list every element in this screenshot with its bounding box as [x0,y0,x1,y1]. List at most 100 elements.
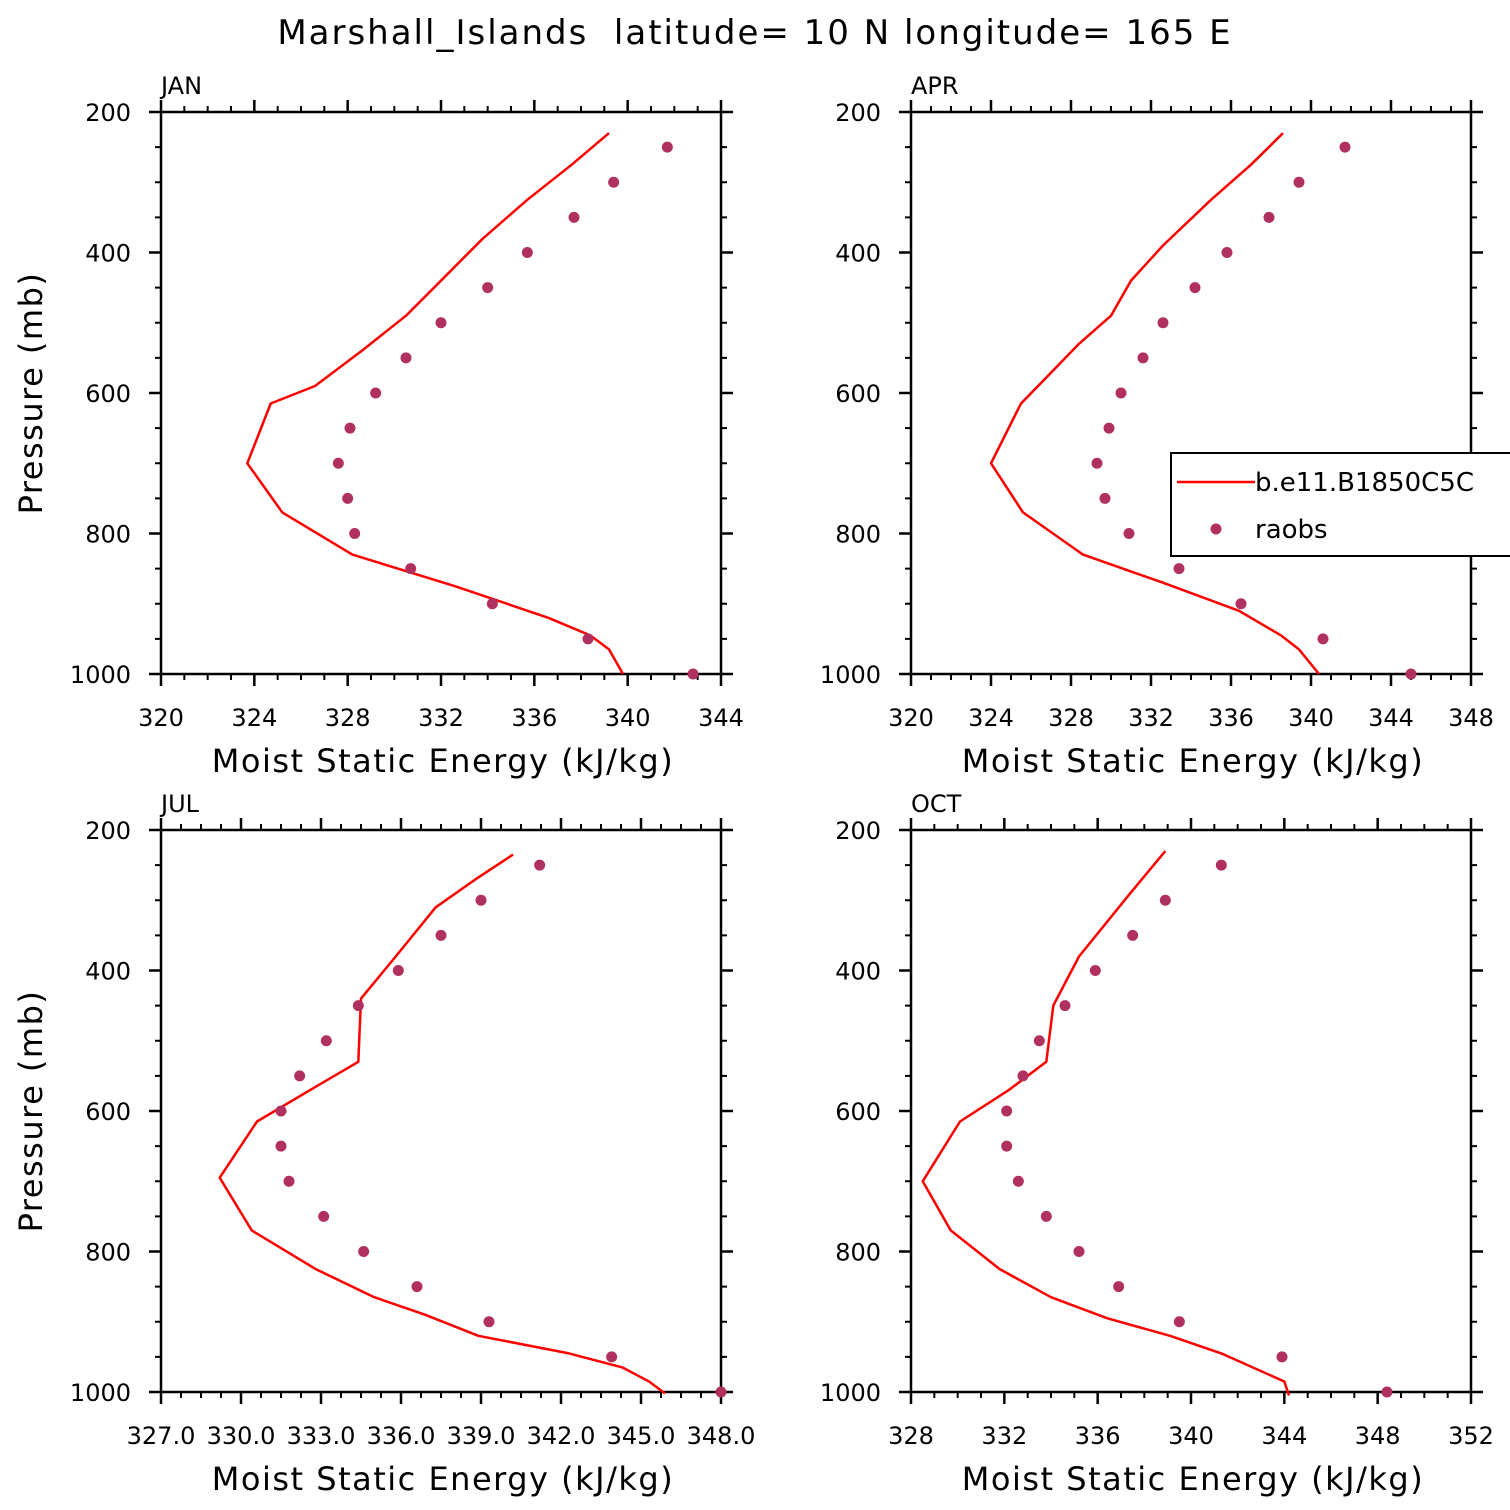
series-markers-raobs [1001,859,1393,1398]
x-tick-label: 336 [511,704,557,732]
y-tick-label: 1000 [820,661,881,689]
data-point-raobs [1127,929,1139,941]
data-point-raobs [482,282,494,294]
data-point-raobs [1113,1281,1125,1293]
series-markers-raobs [1091,141,1417,680]
data-point-raobs [1033,1035,1045,1047]
y-tick-label: 800 [835,1239,881,1267]
data-point-raobs [486,598,498,610]
panel-label: JAN [159,72,202,100]
data-point-raobs [435,929,447,941]
x-tick-label: 330.0 [207,1422,276,1450]
x-tick-label: 328 [1048,704,1094,732]
x-tick-label: 328 [325,704,371,732]
data-point-raobs [344,422,356,434]
plot-frame [159,828,723,1394]
data-point-raobs [715,1386,727,1398]
data-point-raobs [1073,1246,1085,1257]
data-point-raobs [1215,859,1227,871]
x-tick-label: 332 [418,704,464,732]
data-point-raobs [1405,668,1417,680]
data-point-raobs [661,141,673,153]
ticks [149,100,733,686]
y-tick-label: 800 [835,521,881,549]
panel-label: APR [911,72,959,100]
series-line-model [246,132,625,675]
x-tick-label: 324 [968,704,1014,732]
y-tick-label: 600 [85,380,131,408]
ticks [149,818,733,1404]
data-point-raobs [1001,1105,1013,1117]
y-tick-label: 1000 [820,1379,881,1407]
data-point-raobs [1293,176,1305,188]
x-tick-label: 352 [1448,1422,1494,1450]
series-line-model [921,850,1291,1396]
data-point-raobs [411,1281,423,1293]
data-point-raobs [1276,1351,1288,1363]
y-tick-label: 200 [835,99,881,127]
data-point-raobs [283,1175,295,1187]
ticks [899,818,1483,1404]
y-tick-label: 200 [85,99,131,127]
data-point-raobs [275,1105,287,1117]
series-markers-raobs [275,859,727,1398]
x-tick-label: 344 [1261,1422,1307,1450]
data-point-raobs [1173,1316,1185,1328]
x-tick-label: 332 [981,1422,1027,1450]
data-point-raobs [1381,1386,1393,1398]
data-point-raobs [687,668,699,680]
data-point-raobs [1099,492,1111,504]
plot-frame [159,110,723,676]
plot-frame [909,110,1473,676]
data-point-raobs [405,563,417,575]
data-point-raobs [349,528,361,539]
x-tick-label: 328 [888,1422,934,1450]
data-point-raobs [568,211,580,223]
data-point-raobs [1123,528,1135,539]
x-axis-label: Moist Static Energy (kJ/kg) [212,1460,674,1498]
data-point-raobs [521,247,533,258]
data-point-raobs [1017,1070,1029,1082]
data-point-raobs [1137,352,1149,364]
data-point-raobs [1173,563,1185,575]
x-tick-label: 340 [1288,704,1334,732]
x-tick-label: 348 [1355,1422,1401,1450]
y-tick-label: 200 [85,817,131,845]
x-tick-label: 339.0 [447,1422,516,1450]
x-tick-label: 332 [1128,704,1174,732]
data-point-raobs [392,965,404,976]
y-tick-label: 400 [835,240,881,268]
data-point-raobs [332,457,344,469]
legend-box [1170,452,1510,557]
data-point-raobs [606,1351,618,1363]
panel-label: OCT [911,790,962,818]
series-line-model [989,132,1320,675]
series-line-model [218,853,666,1395]
x-tick-label: 348.0 [687,1422,756,1450]
panel-jan: JAN 320 324 328 332 336 340 344 200 400 600 800 1000… [12,72,744,780]
x-axis-label: Moist Static Energy (kJ/kg) [962,1460,1424,1498]
data-point-raobs [1103,422,1115,434]
data-point-raobs [475,894,487,906]
data-point-raobs [342,492,354,504]
x-tick-label: 336 [1075,1422,1121,1450]
data-point-raobs [483,1316,495,1328]
data-point-raobs [1263,211,1275,223]
data-point-raobs [1091,457,1103,469]
data-point-raobs [1001,1140,1013,1152]
legend-label-raobs: raobs [1255,515,1328,545]
x-tick-label: 333.0 [287,1422,356,1450]
data-point-raobs [1115,387,1127,399]
x-tick-label: 336 [1208,704,1254,732]
ticks [899,100,1483,686]
data-point-raobs [1339,141,1351,153]
y-tick-label: 600 [85,1098,131,1126]
y-tick-label: 600 [835,380,881,408]
y-tick-label: 1000 [70,1379,131,1407]
y-tick-label: 800 [85,1239,131,1267]
data-point-raobs [1317,633,1329,645]
panel-oct: OCT 328 332 336 340 344 348 352 200 400 600 800 1000… [820,790,1494,1498]
figure-title: Marshall_Islands latitude= 10 N longitud… [277,13,1232,53]
x-tick-label: 340 [1168,1422,1214,1450]
